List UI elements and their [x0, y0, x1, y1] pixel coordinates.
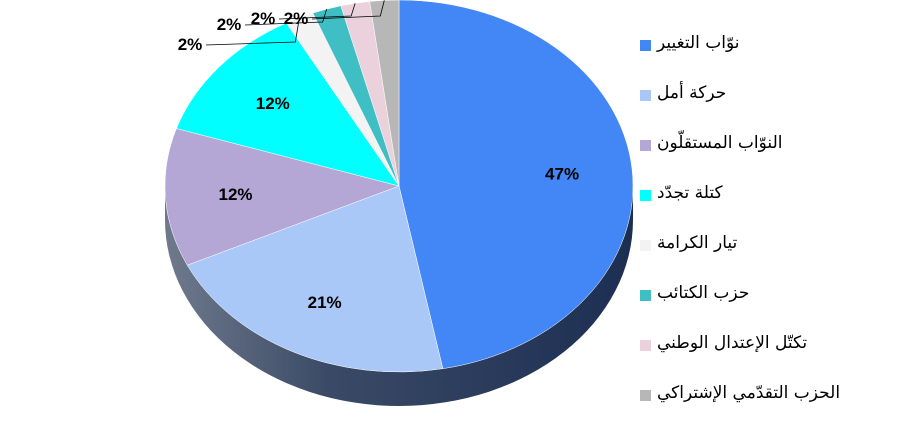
legend-label: تيار الكرامة	[657, 233, 738, 253]
legend-label: كتلة تجدّد	[657, 183, 723, 203]
data-label: 2%	[217, 15, 242, 34]
data-label: 12%	[219, 185, 253, 204]
legend-label: نوّاب التغيير	[657, 33, 740, 53]
legend-swatch	[640, 340, 651, 351]
legend-label: الحزب التقدّمي الإشتراكي	[657, 383, 841, 403]
legend-swatch	[640, 40, 651, 51]
data-label: 2%	[178, 35, 203, 54]
legend-label: حزب الكتائب	[657, 283, 750, 303]
legend-swatch	[640, 190, 651, 201]
leader-line	[311, 0, 385, 20]
legend-item: نوّاب التغيير	[640, 26, 885, 76]
legend-swatch	[640, 390, 651, 401]
leader-line	[278, 3, 356, 20]
data-label: 12%	[256, 94, 290, 113]
legend-item: كتلة تجدّد	[640, 176, 885, 226]
legend-item: الحزب التقدّمي الإشتراكي	[640, 376, 885, 426]
pie-slice	[164, 128, 400, 266]
data-label: 21%	[308, 293, 342, 312]
legend-swatch	[640, 90, 651, 101]
data-label: 2%	[284, 9, 309, 28]
legend-item: حزب الكتائب	[640, 276, 885, 326]
pie-slice	[398, 0, 634, 369]
pie-side	[165, 186, 633, 406]
legend-item: تيار الكرامة	[640, 226, 885, 276]
legend-item: حركة أمل	[640, 76, 885, 126]
leader-line	[244, 8, 328, 26]
pie-slice	[176, 22, 400, 187]
legend-label: النوّاب المستقلّون	[657, 133, 783, 153]
legend-swatch	[640, 140, 651, 151]
legend-label: تكتّل الإعتدال الوطني	[657, 333, 808, 353]
legend-swatch	[640, 240, 651, 251]
pie-labels: 47% 21% 12% 12% 2% 2% 2% 2%	[178, 0, 579, 312]
legend-item: تكتّل الإعتدال الوطني	[640, 326, 885, 376]
legend-item: النوّاب المستقلّون	[640, 126, 885, 176]
legend: نوّاب التغيير حركة أمل النوّاب المستقلّون ك…	[640, 26, 885, 426]
pie-slices	[164, 0, 634, 373]
leader-line	[205, 17, 300, 46]
legend-swatch	[640, 290, 651, 301]
legend-label: حركة أمل	[657, 83, 727, 103]
data-label: 2%	[251, 9, 276, 28]
pie-depth	[165, 186, 633, 406]
pie-slice	[186, 185, 444, 373]
data-label: 47%	[545, 165, 579, 184]
